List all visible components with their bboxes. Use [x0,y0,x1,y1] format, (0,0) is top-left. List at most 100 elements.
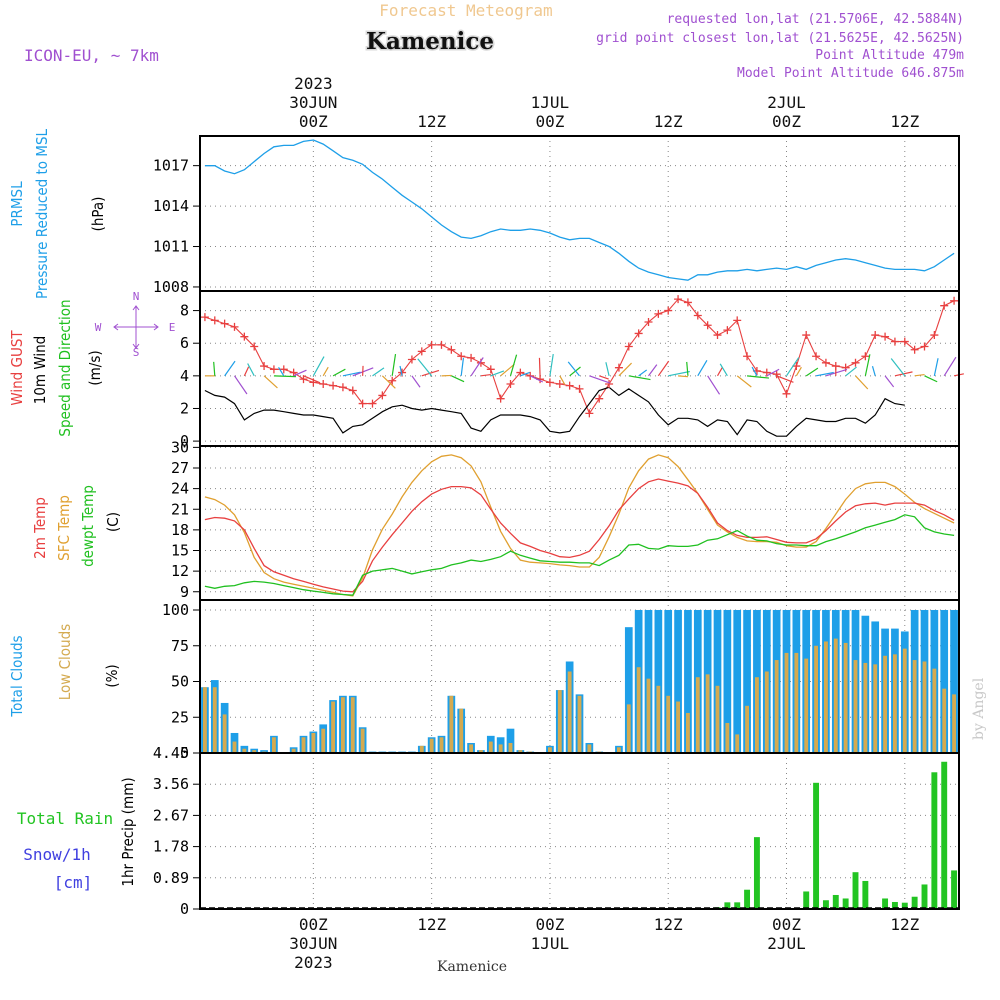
wind-direction-arrow [247,363,255,377]
y-tick-label: 50 [171,673,189,691]
wind-direction-arrow [707,375,721,395]
wind-direction-arrow [293,369,307,377]
wind-direction-arrow [421,369,440,377]
gust-marker [644,318,653,326]
wind-direction-arrow [697,360,708,377]
model-label: ICON-EU, ~ 7km [24,46,159,65]
gust-marker [319,380,328,388]
wind-direction-arrow [736,375,752,388]
product-title: Forecast Meteogram [379,1,552,20]
total-cloud-bar [684,610,692,753]
gust-marker [378,391,387,400]
low-cloud-bar [557,690,562,753]
gust-marker [417,347,426,356]
rain-bar [852,872,859,909]
total-cloud-bar [950,610,958,753]
gust-marker [634,329,643,338]
requested-coords: requested lon,lat (21.5706E, 42.5884N) [667,12,964,27]
total-cloud-bar [664,610,673,753]
gust-marker [329,381,338,390]
gust-marker [881,332,890,341]
y-tick-label: 0 [180,432,189,450]
rain-bar [734,902,741,909]
precip-label-snow: Snow/1h [23,845,90,864]
y-tick-label: 21 [171,500,189,518]
compass-s: S [133,346,140,359]
temp-ylabel-sfc: SFC Temp [55,495,73,561]
time-label-top: 30JUN [289,93,337,112]
low-cloud-bar [745,705,749,753]
gust-marker [348,386,357,395]
gust-marker [467,353,476,362]
gust-marker [486,365,495,374]
pressure-unit: (hPa) [89,197,107,232]
low-cloud-bar [469,744,473,753]
low-cloud-bar [350,697,355,753]
point-altitude: Point Altitude 479m [815,48,964,63]
total-cloud-bar [743,610,751,753]
wind-panel: 0 2 4 6 8 Wind GUST 10m Wind Speed and Directio… [8,290,964,450]
compass-e: E [169,321,176,334]
wind-direction-arrow [372,367,385,377]
y-tick-label: 1011 [153,238,189,256]
gust-marker [940,301,949,310]
gust-marker [250,342,259,351]
gust-marker [496,394,505,403]
low-cloud-bar [686,712,690,753]
wind-unit: (m/s) [86,350,104,385]
gust-marker [555,380,564,388]
wind-direction-arrow [786,357,800,377]
low-cloud-bar [912,660,917,753]
y-tick-label: 30 [171,438,189,456]
y-tick-label: 1008 [153,278,189,296]
y-tick-label: 0 [180,744,189,762]
time-label-top: 00Z [535,112,564,131]
rain-bar [901,902,908,909]
time-label-bottom: 12Z [890,915,919,934]
low-cloud-bar [922,661,927,753]
low-cloud-bar [272,737,276,753]
wind-direction-arrow [776,375,794,383]
y-tick-label: 1014 [153,197,189,215]
gust-marker [713,331,722,340]
total-cloud-bar [506,728,515,753]
low-cloud-bar [735,734,740,753]
time-label-top: 1JUL [531,93,570,112]
compass-icon: N S W E [95,290,176,359]
wind-direction-arrow [719,363,728,377]
gust-marker [812,352,821,361]
gust-line [204,298,955,415]
rain-bar [891,901,898,909]
gust-marker [743,352,752,361]
low-cloud-bar [695,677,700,753]
y-tick-label: 0.89 [153,869,189,887]
low-cloud-bar [794,652,799,753]
wind-direction-arrow [213,361,216,376]
compass-w: W [95,321,102,334]
wind-direction-arrow [747,375,770,379]
dewpt-line [204,514,955,596]
gust-marker [890,337,899,346]
time-label-top: 00Z [772,112,801,131]
low-cloud-bar [548,747,552,753]
time-label-bottom: 00Z [299,915,328,934]
wind-direction-arrow [278,367,285,377]
y-tick-label: 2 [180,399,189,417]
rain-bar [951,870,958,909]
gust-marker [269,365,278,374]
gust-marker [447,345,456,354]
low-cloud-bar [843,642,848,753]
compass-n: N [133,290,140,303]
wind-direction-arrow [914,373,925,377]
wind-direction-arrow [751,366,758,377]
rain-bar [724,902,731,909]
y-tick-label: 6 [180,334,189,352]
gust-marker [910,345,919,354]
total-cloud-bar [674,610,682,753]
model-point-altitude: Model Point Altitude 646.875m [737,66,964,81]
wind-direction-arrow [569,366,581,377]
wind-direction-arrow [628,375,651,381]
y-tick-label: 1017 [153,157,189,175]
gust-marker [664,306,673,315]
